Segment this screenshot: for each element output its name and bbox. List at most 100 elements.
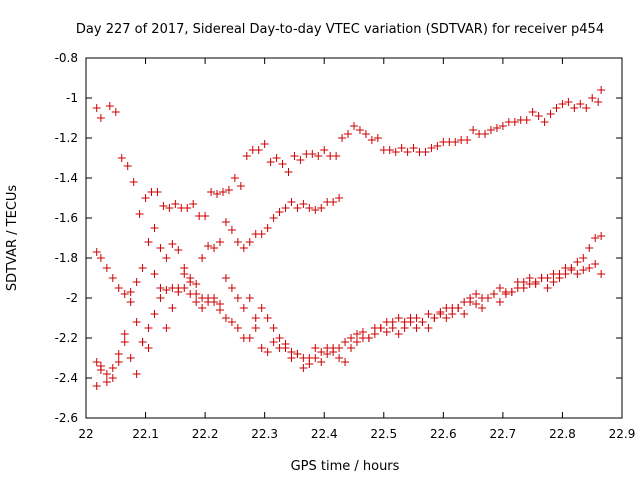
data-point bbox=[168, 304, 177, 312]
y-tick-label: -2.2 bbox=[55, 331, 78, 345]
data-point bbox=[153, 188, 162, 196]
data-point bbox=[233, 294, 242, 302]
x-tick-label: 22.5 bbox=[370, 427, 397, 441]
data-point bbox=[290, 152, 299, 160]
data-point bbox=[579, 254, 588, 262]
data-point bbox=[537, 274, 546, 282]
data-point bbox=[120, 338, 129, 346]
chart-title: Day 227 of 2017, Sidereal Day-to-day VTE… bbox=[76, 22, 604, 37]
data-point bbox=[96, 254, 105, 262]
data-point bbox=[594, 98, 603, 106]
data-point bbox=[156, 284, 165, 292]
x-axis-label: GPS time / hours bbox=[291, 459, 400, 474]
data-point bbox=[111, 108, 120, 116]
x-tick-label: 22.2 bbox=[192, 427, 219, 441]
data-point bbox=[257, 304, 266, 312]
data-point bbox=[540, 118, 549, 126]
data-point bbox=[210, 294, 219, 302]
data-point bbox=[126, 298, 135, 306]
data-point bbox=[257, 344, 266, 352]
data-point bbox=[251, 314, 260, 322]
data-point bbox=[162, 254, 171, 262]
plot-frame bbox=[85, 57, 623, 419]
data-point bbox=[150, 310, 159, 318]
data-point bbox=[287, 198, 296, 206]
data-point bbox=[469, 126, 478, 134]
data-point bbox=[582, 104, 591, 112]
data-point bbox=[144, 344, 153, 352]
data-point bbox=[108, 374, 117, 382]
x-tick-label: 22.3 bbox=[251, 427, 278, 441]
data-point bbox=[269, 214, 278, 222]
data-point bbox=[186, 278, 195, 286]
data-point bbox=[525, 274, 534, 282]
data-point bbox=[358, 328, 367, 336]
data-point bbox=[171, 200, 180, 208]
series-middle bbox=[92, 194, 344, 298]
data-point bbox=[162, 324, 171, 332]
data-point bbox=[597, 270, 606, 278]
data-point bbox=[549, 270, 558, 278]
data-point bbox=[263, 224, 272, 232]
data-point bbox=[156, 294, 165, 302]
data-point bbox=[102, 370, 111, 378]
data-point bbox=[204, 298, 213, 306]
data-point bbox=[543, 284, 552, 292]
data-point bbox=[418, 318, 427, 326]
data-point bbox=[367, 136, 376, 144]
data-point bbox=[216, 300, 224, 308]
data-point bbox=[591, 234, 600, 242]
data-point bbox=[561, 270, 570, 278]
data-point bbox=[114, 358, 123, 366]
data-point bbox=[308, 150, 317, 158]
data-point bbox=[534, 112, 543, 120]
x-tick-label: 22 bbox=[78, 427, 93, 441]
data-point bbox=[442, 314, 451, 322]
data-point bbox=[165, 204, 174, 212]
data-point bbox=[436, 310, 445, 318]
data-point bbox=[242, 152, 251, 160]
data-point bbox=[567, 264, 576, 272]
data-point bbox=[320, 146, 329, 154]
x-tick-label: 22.8 bbox=[549, 427, 576, 441]
data-point bbox=[114, 284, 123, 292]
data-point bbox=[227, 226, 236, 234]
data-point bbox=[299, 200, 308, 208]
data-point bbox=[341, 338, 350, 346]
data-point bbox=[424, 324, 433, 332]
data-point bbox=[263, 348, 272, 356]
y-tick-label: -2.6 bbox=[55, 411, 78, 425]
data-point bbox=[585, 244, 594, 252]
data-point bbox=[510, 118, 519, 126]
data-point bbox=[213, 190, 222, 198]
data-point bbox=[192, 290, 201, 298]
data-point bbox=[364, 334, 373, 342]
data-point bbox=[92, 104, 101, 112]
data-point bbox=[317, 358, 326, 366]
data-point bbox=[233, 238, 242, 246]
data-point bbox=[522, 116, 531, 124]
data-point bbox=[305, 204, 314, 212]
data-point bbox=[317, 348, 326, 356]
x-axis-ticks: 22 22.1 22.2 22.3 22.4 22.5 22.6 22.7 22.8 22.9 bbox=[78, 58, 635, 441]
data-point bbox=[454, 304, 463, 312]
x-tick-label: 22.6 bbox=[430, 427, 457, 441]
data-point bbox=[102, 264, 111, 272]
data-point bbox=[412, 324, 421, 332]
data-point bbox=[519, 284, 528, 292]
data-point bbox=[221, 218, 230, 226]
data-point bbox=[388, 324, 397, 332]
data-point bbox=[150, 270, 159, 278]
data-point bbox=[254, 146, 263, 154]
data-point bbox=[144, 324, 153, 332]
data-point bbox=[361, 130, 370, 138]
data-point bbox=[236, 182, 245, 190]
data-point bbox=[344, 130, 353, 138]
data-point bbox=[162, 286, 171, 294]
data-point bbox=[335, 354, 344, 362]
data-point bbox=[498, 122, 507, 130]
data-point bbox=[299, 364, 308, 372]
data-point bbox=[138, 338, 147, 346]
data-point bbox=[102, 378, 111, 386]
data-point bbox=[108, 274, 117, 282]
